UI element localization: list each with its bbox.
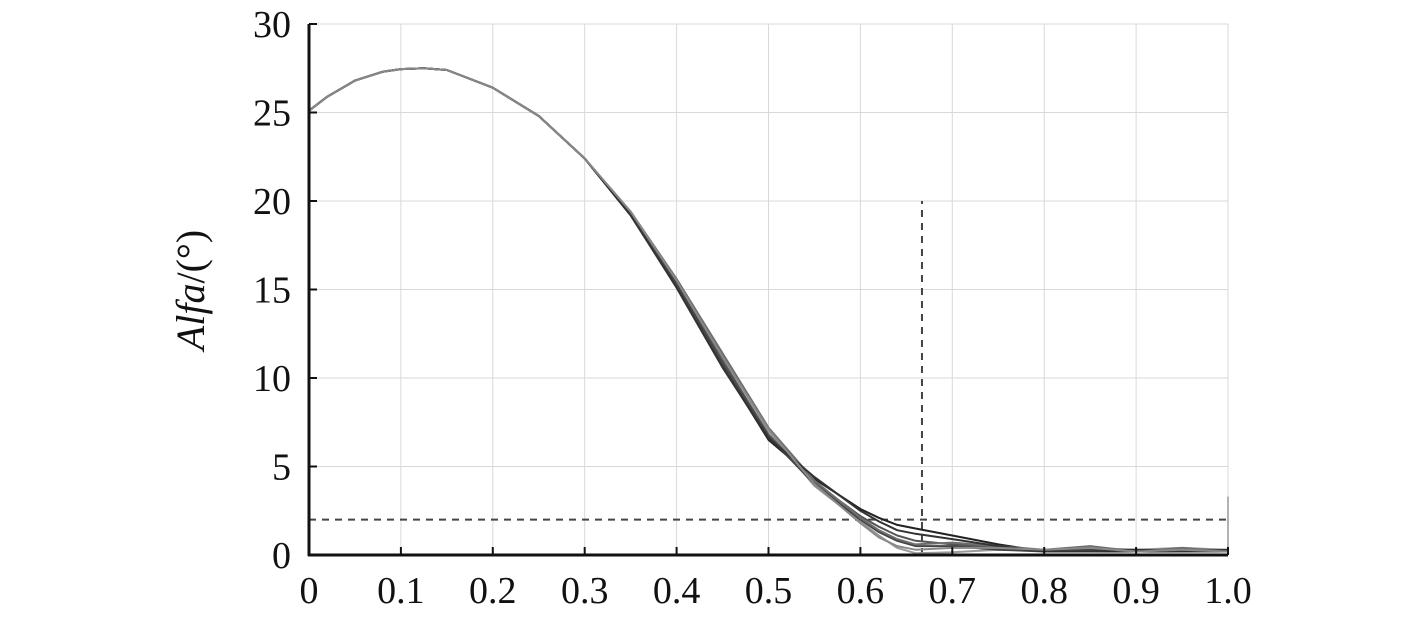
series-line-7 <box>308 67 1229 553</box>
x-tick-label: 0.4 <box>653 570 701 612</box>
tick-labels: 0 0.1 0.2 0.3 0.4 0.5 0.6 0.7 0.8 0.9 1.0 0 5 10 15 20 2… <box>253 4 1252 612</box>
y-tick-label: 0 <box>272 535 291 577</box>
axes <box>307 23 1229 557</box>
y-tick-label: 30 <box>253 4 291 46</box>
x-tick-label: 0.3 <box>561 570 609 612</box>
x-tick-label: 0.1 <box>377 570 425 612</box>
reference-lines <box>309 201 1228 555</box>
x-tick-label: 0.9 <box>1112 570 1160 612</box>
x-tick-label: 1.0 <box>1204 570 1252 612</box>
y-axis-title-suffix: /(°) <box>168 230 213 284</box>
y-axis-title-italic: Alfa <box>168 284 213 354</box>
series-lines <box>308 67 1229 555</box>
x-tick-label: 0.5 <box>745 570 793 612</box>
y-tick-label: 25 <box>253 93 291 135</box>
x-tick-label: 0.2 <box>469 570 517 612</box>
y-tick-label: 10 <box>253 358 291 400</box>
y-tick-label: 15 <box>253 270 291 312</box>
grid-lines <box>309 23 1229 555</box>
y-axis-title: Alfa/(°) <box>168 230 213 353</box>
x-tick-label: 0.7 <box>929 570 977 612</box>
y-tick-label: 5 <box>272 447 291 489</box>
y-tick-label: 20 <box>253 181 291 223</box>
x-tick-label: 0.8 <box>1020 570 1068 612</box>
x-tick-label: 0.6 <box>837 570 885 612</box>
x-tick-label: 0 <box>300 570 319 612</box>
